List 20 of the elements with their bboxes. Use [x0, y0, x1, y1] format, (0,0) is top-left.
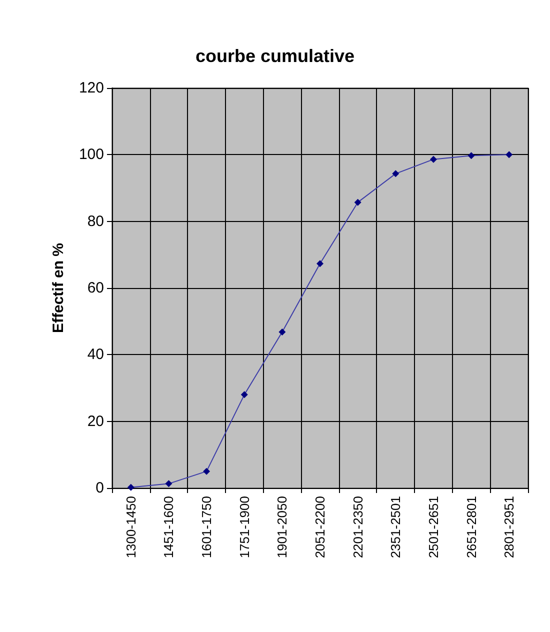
- y-tick-label: 120: [78, 80, 104, 96]
- x-tick-label: 2651-2801: [464, 496, 479, 558]
- y-tick-label: 20: [87, 412, 104, 430]
- y-axis-title: Effectif en %: [50, 242, 67, 334]
- x-tick-label: 2801-2951: [502, 496, 517, 558]
- x-tick-label: 1751-1900: [236, 496, 252, 558]
- x-tick-label: 2351-2501: [388, 496, 404, 558]
- y-tick-label: 40: [87, 346, 104, 364]
- x-tick-label: 1451-1600: [161, 496, 176, 558]
- x-tick-label: 2051-2200: [312, 496, 328, 558]
- x-tick-label: 1300-1450: [123, 496, 138, 558]
- y-tick-label: 0: [96, 480, 104, 496]
- y-tick-label: 100: [78, 146, 104, 164]
- chart-title: courbe cumulative: [195, 46, 355, 66]
- x-tick-label: 2501-2651: [426, 496, 441, 558]
- y-tick-label: 80: [87, 212, 104, 230]
- y-tick-label: 60: [87, 280, 104, 296]
- x-tick-label: 1601-1750: [199, 496, 214, 558]
- x-tick-label: 1901-2050: [274, 496, 290, 558]
- x-tick-label: 2201-2350: [350, 496, 366, 558]
